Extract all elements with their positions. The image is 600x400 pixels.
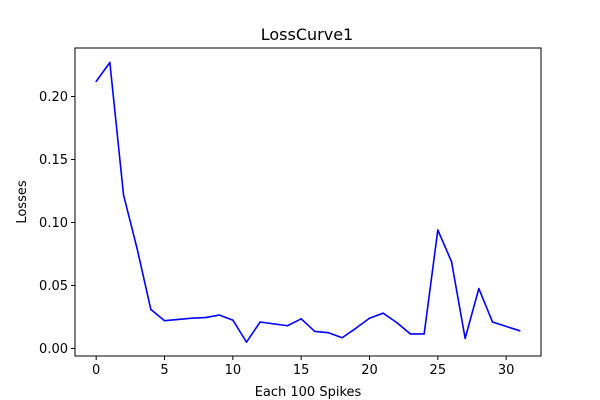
loss-data-point <box>177 318 179 321</box>
x-tick-label: 10 <box>225 363 242 378</box>
x-tick-label: 25 <box>430 363 447 378</box>
y-tick-label: 0.10 <box>39 216 68 231</box>
x-tick-label: 15 <box>293 363 310 378</box>
x-tick-label: 0 <box>92 363 100 378</box>
loss-data-point <box>464 337 466 340</box>
loss-data-point <box>341 336 343 339</box>
loss-data-point <box>478 287 480 290</box>
x-axis-label: Each 100 Spikes <box>255 385 362 400</box>
loss-data-point <box>95 80 97 83</box>
loss-data-point <box>450 260 453 263</box>
loss-data-point <box>286 324 289 327</box>
loss-data-point <box>122 193 125 196</box>
loss-data-point <box>109 61 111 64</box>
loss-data-point <box>204 316 207 319</box>
loss-data-point <box>259 321 261 323</box>
loss-data-point <box>273 323 275 325</box>
y-tick-label: 0.05 <box>39 279 68 294</box>
loss-data-point <box>191 317 193 320</box>
loss-data-point <box>136 248 138 250</box>
loss-data-point <box>245 341 248 343</box>
y-axis: 0.00 0.05 0.10 0.15 0.20 <box>39 90 75 357</box>
loss-data-point <box>355 327 357 330</box>
loss-data-point <box>163 319 166 322</box>
loss-series-line <box>95 61 521 343</box>
loss-data-point <box>505 325 507 328</box>
y-tick-label: 0.15 <box>39 153 68 168</box>
loss-data-point <box>232 319 234 321</box>
y-tick-label: 0.20 <box>39 90 68 105</box>
x-tick-label: 30 <box>498 363 515 378</box>
loss-data-point <box>218 314 220 316</box>
y-axis-label: Losses <box>15 180 30 224</box>
loss-data-point <box>314 330 316 333</box>
loss-data-point <box>519 330 521 332</box>
plot-area <box>74 47 542 357</box>
x-tick-label: 20 <box>361 363 378 378</box>
loss-data-point <box>437 229 439 231</box>
loss-data-point <box>491 321 494 323</box>
chart-title: LossCurve1 <box>261 25 353 44</box>
loss-data-point <box>300 318 302 320</box>
x-axis: 0 5 10 15 20 25 30 <box>92 356 514 378</box>
loss-data-point <box>327 331 330 334</box>
loss-data-point <box>382 312 384 314</box>
loss-data-point <box>396 321 398 324</box>
loss-data-point <box>150 308 152 311</box>
y-tick-label: 0.00 <box>39 342 68 357</box>
loss-data-point <box>368 317 371 320</box>
series-group <box>95 61 521 343</box>
loss-data-point <box>409 333 412 335</box>
loss-data-point <box>423 333 425 335</box>
x-tick-label: 5 <box>160 363 168 378</box>
